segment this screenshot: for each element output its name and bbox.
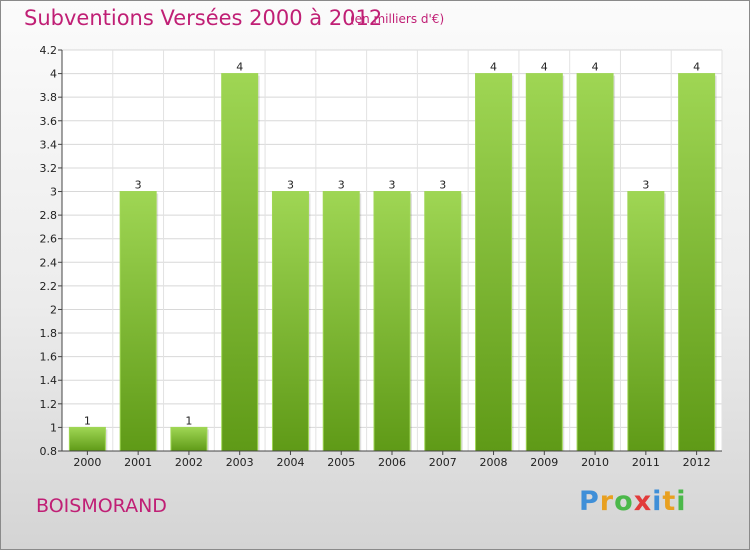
y-tick-label: 1.4 <box>40 374 58 387</box>
place-name: BOISMORAND <box>36 495 167 517</box>
x-tick-label: 2006 <box>378 456 406 469</box>
x-tick-label: 2003 <box>226 456 254 469</box>
proxiti-logo: Proxiti <box>579 486 687 517</box>
x-tick-label: 2010 <box>581 456 609 469</box>
bar <box>322 191 360 452</box>
data-label: 1 <box>84 414 91 427</box>
logo-letter: i <box>676 486 687 517</box>
x-tick-label: 2012 <box>683 456 711 469</box>
y-tick-label: 4 <box>50 68 57 81</box>
x-tick-label: 2008 <box>480 456 508 469</box>
logo-letter: t <box>662 486 677 517</box>
y-tick-label: 3.8 <box>40 91 58 104</box>
bar <box>271 191 309 452</box>
y-tick-label: 2.2 <box>40 280 58 293</box>
logo-letter: x <box>633 486 653 517</box>
data-label: 4 <box>592 61 599 74</box>
x-tick-label: 2001 <box>124 456 152 469</box>
y-tick-label: 1.8 <box>40 327 58 340</box>
x-tick-label: 2002 <box>175 456 203 469</box>
x-tick-label: 2005 <box>327 456 355 469</box>
y-tick-label: 3.6 <box>40 115 58 128</box>
data-label: 3 <box>439 179 446 192</box>
bar <box>475 73 513 452</box>
y-tick-label: 0.8 <box>40 445 58 458</box>
logo-letter: o <box>614 486 634 517</box>
bar <box>424 191 462 452</box>
y-tick-label: 1.6 <box>40 351 58 364</box>
y-tick-label: 1 <box>50 421 57 434</box>
bar <box>678 73 716 452</box>
y-tick-label: 2.8 <box>40 209 58 222</box>
y-tick-label: 2 <box>50 303 57 316</box>
x-tick-label: 2000 <box>73 456 101 469</box>
chart-unit: (en milliers d'€) <box>350 12 445 26</box>
x-tick-label: 2011 <box>632 456 660 469</box>
data-label: 4 <box>490 61 497 74</box>
data-label: 4 <box>236 61 243 74</box>
bar <box>68 426 106 452</box>
bar <box>221 73 259 452</box>
bar <box>627 191 665 452</box>
data-label: 4 <box>541 61 548 74</box>
logo-letter: r <box>599 486 615 517</box>
logo-letter: P <box>579 486 600 517</box>
data-label: 3 <box>338 179 345 192</box>
y-tick-label: 3.4 <box>40 138 58 151</box>
y-tick-label: 4.2 <box>40 44 58 57</box>
x-tick-label: 2009 <box>530 456 558 469</box>
bar <box>373 191 411 452</box>
logo-letter: i <box>652 486 663 517</box>
data-label: 3 <box>135 179 142 192</box>
data-label: 3 <box>642 179 649 192</box>
x-tick-label: 2004 <box>276 456 304 469</box>
labels: 0.8 1 1.2 1.4 1.6 1.8 2 2.2 2.4 2.6 2.8 3 3.2 3.4 3.6 3… <box>40 44 711 469</box>
y-tick-label: 2.6 <box>40 233 58 246</box>
axes <box>58 49 722 455</box>
data-label: 3 <box>389 179 396 192</box>
bar <box>119 191 157 452</box>
x-tick-label: 2007 <box>429 456 457 469</box>
bar <box>576 73 614 452</box>
bar <box>170 426 208 452</box>
y-tick-label: 3.2 <box>40 162 58 175</box>
data-label: 3 <box>287 179 294 192</box>
bar <box>525 73 563 452</box>
y-tick-label: 3 <box>50 186 57 199</box>
chart-title: Subventions Versées 2000 à 2012 <box>24 6 383 30</box>
y-tick-label: 2.4 <box>40 256 58 269</box>
data-label: 4 <box>693 61 700 74</box>
y-tick-label: 1.2 <box>40 398 58 411</box>
data-label: 1 <box>185 414 192 427</box>
